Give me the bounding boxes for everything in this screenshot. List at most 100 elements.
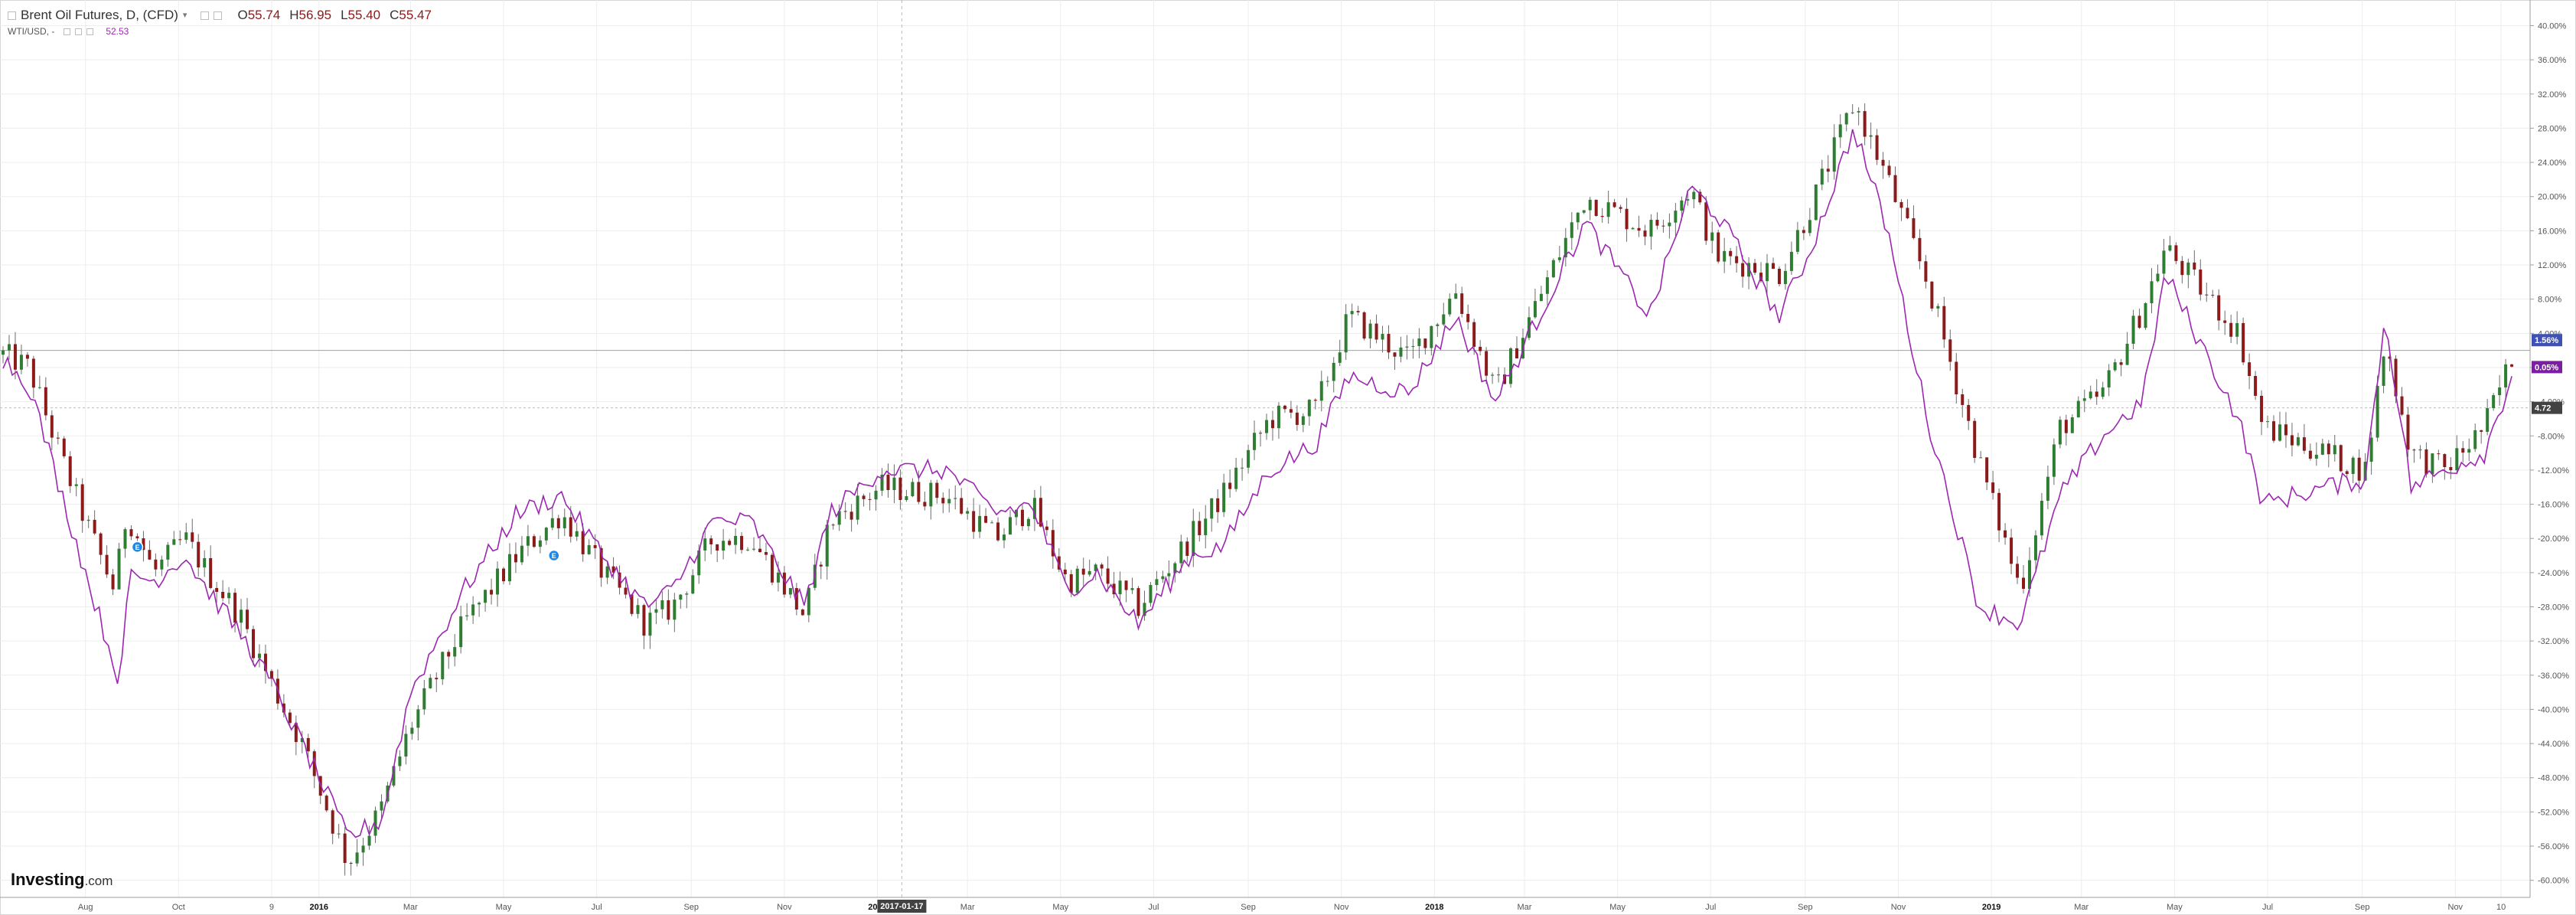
candle-body (1241, 467, 1244, 469)
candle-body (312, 751, 316, 776)
candle-body (2357, 457, 2361, 481)
candle-body (2449, 467, 2453, 471)
candle-body (1680, 200, 1684, 211)
candle-body (2193, 262, 2196, 270)
candle-body (19, 355, 23, 370)
y-tick-label: -52.00% (2538, 808, 2569, 817)
x-tick-label: Sep (2355, 903, 2370, 912)
candle-body (990, 522, 994, 524)
candle-body (1710, 232, 1714, 241)
legend: Brent Oil Futures, D, (CFD) ▾ O55.74 H56… (8, 6, 432, 38)
candle-body (2388, 356, 2392, 359)
candle-body (1643, 230, 1647, 237)
candle-body (2211, 295, 2215, 296)
compare-close-icon[interactable] (86, 28, 94, 35)
candle-body (1264, 420, 1268, 433)
candle-body (13, 344, 17, 370)
candle-body (2064, 420, 2068, 433)
candle-body (1118, 580, 1122, 595)
candle-body (1961, 394, 1965, 405)
y-tick-label: -32.00% (2538, 637, 2569, 646)
candle-body (80, 484, 84, 521)
chevron-down-icon[interactable]: ▾ (182, 11, 187, 20)
candle-body (2235, 322, 2239, 337)
open-value: 55.74 (247, 8, 281, 22)
compare-settings-icon[interactable] (75, 28, 83, 35)
candle-body (2510, 364, 2514, 367)
close-icon[interactable] (214, 11, 223, 20)
candle-body (556, 518, 560, 528)
y-tick-label: -20.00% (2538, 534, 2569, 544)
candle-body (587, 544, 591, 554)
candle-body (221, 591, 225, 599)
candle-body (2308, 450, 2312, 459)
candle-body (673, 600, 677, 620)
candle-body (2260, 395, 2264, 423)
candle-body (1802, 230, 1805, 234)
candle-body (1014, 509, 1018, 518)
settings-icon[interactable] (201, 11, 210, 20)
y-tick-label: -8.00% (2538, 432, 2565, 441)
y-tick-label: -60.00% (2538, 877, 2569, 886)
ohlc-values: O55.74 H56.95 L55.40 C55.47 (237, 6, 431, 25)
candle-body (2339, 445, 2343, 472)
candle-body (2345, 471, 2349, 474)
candle-body (1003, 534, 1006, 541)
candle-body (544, 528, 548, 541)
candle-body (2254, 376, 2258, 396)
instrument-title[interactable]: Brent Oil Futures, D, (CFD) (21, 8, 178, 22)
candle-body (2327, 443, 2330, 455)
candle-body (1289, 409, 1293, 413)
collapse-icon[interactable] (8, 11, 16, 20)
candle-body (1338, 352, 1342, 363)
candle-body (1087, 570, 1091, 575)
candle-body (831, 524, 835, 526)
candle-body (1600, 215, 1604, 217)
candle-body (331, 810, 334, 834)
logo-text: Investing (11, 870, 85, 889)
y-tick-label: 40.00% (2538, 21, 2567, 31)
candle-body (422, 688, 426, 710)
candle-body (581, 531, 585, 554)
candle-body (1222, 482, 1226, 512)
candle-body (935, 482, 939, 498)
candle-body (972, 511, 976, 532)
candle-body (1826, 168, 1830, 172)
candle-body (203, 557, 207, 568)
candle-body (2284, 424, 2287, 436)
event-marker-label: E (552, 552, 556, 560)
dark-value-tag-bg (2532, 401, 2562, 414)
candle-body (849, 511, 853, 520)
candle-body (1844, 113, 1848, 125)
candle-body (416, 709, 420, 728)
candle-body (801, 609, 804, 616)
candle-body (709, 538, 713, 544)
candle-body (269, 671, 273, 679)
candle-body (404, 734, 408, 757)
y-tick-label: 12.00% (2538, 261, 2567, 270)
candle-body (825, 524, 829, 567)
candle-body (478, 603, 481, 605)
compare-symbol[interactable]: WTI/USD, - (8, 26, 55, 37)
candle-body (697, 550, 701, 576)
x-tick-label: Sep (1241, 903, 1256, 912)
compare-eye-icon[interactable] (64, 28, 71, 35)
candle-body (611, 566, 615, 573)
candle-body (282, 703, 285, 713)
candle-body (1948, 339, 1952, 362)
candle-body (807, 587, 810, 616)
candle-body (373, 810, 377, 836)
candle-body (2473, 430, 2477, 449)
candle-body (1100, 564, 1104, 569)
candle-body (1081, 568, 1085, 575)
x-tick-label: Nov (1891, 903, 1906, 912)
candle-body (1509, 348, 1513, 384)
candle-body (837, 511, 841, 525)
candle-body (1955, 361, 1958, 395)
candle-body (7, 344, 11, 351)
event-marker-label: E (135, 544, 139, 551)
candle-body (1747, 263, 1751, 277)
candle-body (1777, 268, 1781, 284)
